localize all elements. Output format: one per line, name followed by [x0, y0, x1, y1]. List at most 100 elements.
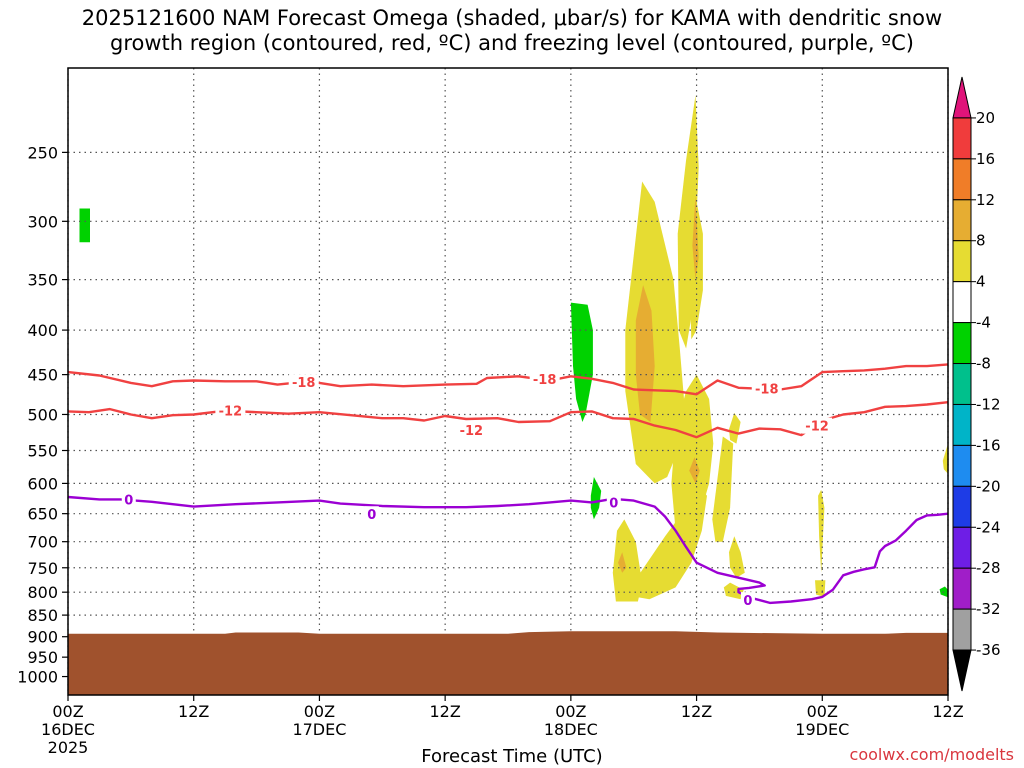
- y-tick-label: 550: [27, 442, 58, 461]
- colorbar-label: -16: [976, 436, 1001, 454]
- colorbar-bin: [952, 526, 972, 569]
- colorbar-label: 8: [976, 232, 986, 250]
- colorbar-bin: [952, 363, 972, 405]
- x-tick-label: 00Z 16DEC 2025: [41, 702, 95, 757]
- contour-0: [67, 495, 949, 605]
- contour-label-bg: [456, 422, 487, 439]
- omega-region-5: [633, 483, 707, 600]
- contour-label-bg: [529, 370, 560, 387]
- y-tick-label: 950: [27, 648, 58, 667]
- colorbar-bin: [952, 608, 972, 651]
- x-axis-label: Forecast Time (UTC): [421, 746, 603, 767]
- y-tick-label: 1000: [17, 668, 58, 687]
- y-tick-label: 300: [27, 212, 58, 231]
- y-tick-label: 350: [27, 271, 58, 290]
- colorbar-bin: [952, 403, 972, 446]
- contour-label-bg: [740, 592, 755, 609]
- contour-label-bg: [606, 494, 621, 511]
- colorbar-label: -4: [976, 314, 991, 332]
- contour-label-0: 0: [609, 496, 618, 511]
- source-label[interactable]: coolwx.com/modelts: [849, 745, 1014, 764]
- contour-label-bg: [288, 374, 319, 391]
- colorbar-bin: [952, 76, 972, 119]
- plot-frame: [67, 67, 949, 696]
- omega-region-6: [712, 436, 734, 542]
- colorbar-label: -24: [976, 518, 1001, 536]
- colorbar-bin: [952, 199, 972, 242]
- omega-region-19: [79, 208, 90, 243]
- contour-label-0: 0: [124, 493, 133, 508]
- colorbar-bin: [952, 117, 972, 160]
- terrain-fill: [68, 631, 948, 695]
- contour-label--18: -18: [533, 373, 557, 388]
- x-axis-ticks: 00Z 16DEC 2025 12Z 00Z 17DEC 12Z 00Z 18DEC 12Z 00Z…: [41, 695, 964, 757]
- y-tick-label: 850: [27, 606, 58, 625]
- y-tick-label: 650: [27, 505, 58, 524]
- contour-label-bg: [215, 402, 246, 419]
- omega-region-9: [723, 582, 744, 600]
- y-tick-label: 800: [27, 583, 58, 602]
- y-tick-label: 750: [27, 559, 58, 578]
- omega-shading: [79, 95, 948, 602]
- contour-label-bg: [751, 380, 782, 397]
- y-tick-label: 400: [27, 321, 58, 340]
- contour-labels: -18 -18 -18 -12 -12 -12 0 0 0 0: [121, 370, 833, 609]
- colorbar-label: 20: [976, 109, 995, 127]
- colorbar-label: 4: [976, 273, 986, 291]
- colorbar-bin: [952, 322, 972, 365]
- omega-region-13: [635, 285, 655, 422]
- colorbar-label: -36: [976, 641, 1001, 659]
- omega-region-8: [729, 412, 741, 444]
- terrain-layer: [68, 631, 948, 695]
- omega-region-4: [612, 519, 643, 602]
- contour-label--12: -12: [805, 420, 829, 435]
- contour-label-0: 0: [367, 508, 376, 523]
- y-tick-label: 700: [27, 533, 58, 552]
- colorbar-bin: [952, 649, 972, 692]
- colorbar-label: 12: [976, 191, 995, 209]
- x-tick-label: 00Z 17DEC: [292, 702, 346, 739]
- y-tick-label: 250: [27, 143, 58, 162]
- y-tick-label: 450: [27, 366, 58, 385]
- omega-region-12: [942, 443, 948, 474]
- colorbar-bin: [952, 485, 972, 528]
- colorbar-bin: [952, 444, 972, 487]
- contour-label-bg: [121, 491, 136, 508]
- omega-region-7: [729, 536, 745, 578]
- colorbar-label: -20: [976, 477, 1001, 495]
- colorbar-bin: [952, 567, 972, 610]
- colorbar-label: -8: [976, 355, 991, 373]
- omega-region-10: [818, 489, 825, 573]
- contour--18: [67, 363, 949, 396]
- omega-region-14: [692, 195, 699, 280]
- contour-label-bg: [802, 417, 833, 434]
- contour-label-bg: [364, 506, 379, 523]
- omega-region-17: [570, 302, 593, 422]
- colorbar-bin: [952, 158, 972, 201]
- contour-label--12: -12: [460, 424, 484, 439]
- contour-label--18: -18: [755, 383, 779, 398]
- omega-region-18: [590, 477, 602, 520]
- x-tick-label: 00Z 18DEC: [544, 702, 598, 739]
- colorbar-bin: [952, 240, 972, 283]
- y-tick-label: 600: [27, 474, 58, 493]
- colorbar-label: -12: [976, 395, 1001, 413]
- contour-label--12: -12: [219, 405, 243, 420]
- omega-region-15: [689, 457, 700, 484]
- y-tick-label: 500: [27, 405, 58, 424]
- colorbar-label: -32: [976, 600, 1001, 618]
- contour-label--18: -18: [292, 376, 316, 391]
- x-tick-label: 12Z: [932, 702, 963, 721]
- colorbar-bin: [952, 281, 972, 324]
- x-tick-label: 00Z 19DEC: [795, 702, 849, 739]
- x-tick-label: 12Z: [429, 702, 460, 721]
- x-tick-label: 12Z: [681, 702, 712, 721]
- y-tick-label: 900: [27, 628, 58, 647]
- omega-region-11: [815, 580, 826, 597]
- colorbar: 20 16 12 8 4 -4 -8 -12 -16 -20 -24 -28 -32 -36: [952, 76, 1001, 692]
- y-axis-ticks: 250 300 350 400 450 500 550 600 650 700 750 800 850 9…: [17, 143, 68, 687]
- colorbar-label: -28: [976, 559, 1001, 577]
- colorbar-label: 16: [976, 150, 995, 168]
- chart-title: 2025121600 NAM Forecast Omega (shaded, μ…: [81, 6, 943, 55]
